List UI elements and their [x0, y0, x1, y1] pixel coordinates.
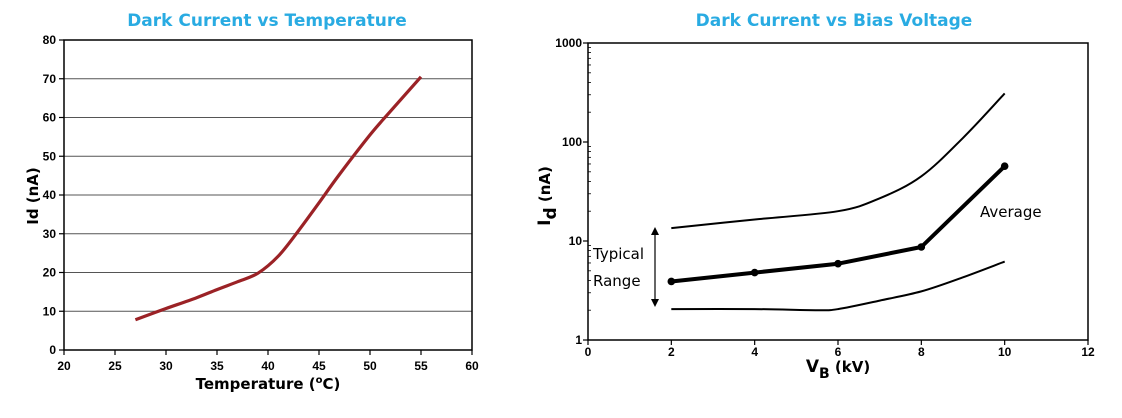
chart2-x-axis-label: VB (kV) — [806, 357, 870, 382]
chart2-ylabel-main: I — [535, 220, 555, 226]
chart2-xlabel-unit: (kV) — [830, 358, 871, 376]
chart2-average-point — [667, 277, 676, 286]
chart1-xlabel-main: Temperature ( — [196, 375, 316, 393]
chart1-y-tick-label: 50 — [43, 149, 57, 163]
chart1-x-tick-label: 50 — [363, 359, 377, 373]
chart1-y-tick-label: 30 — [43, 227, 57, 241]
chart2-y-tick-label: 1000 — [555, 36, 582, 50]
chart2-x-tick-label: 4 — [751, 345, 758, 359]
chart2-average-point — [1000, 162, 1009, 170]
chart1-series — [134, 75, 423, 322]
chart2-x-tick-label: 0 — [585, 345, 592, 359]
chart2-gridlines — [583, 42, 1089, 345]
chart2-xlabel-sub: B — [819, 366, 830, 382]
chart1-x-axis-label: Temperature (oC) — [196, 375, 341, 393]
chart2-x-tick-label: 2 — [668, 345, 675, 359]
chart2-ylabel-sub: d — [541, 207, 561, 219]
temperature-chart: Dark Current vs Temperature 0 10 20 30 40 50 6… — [24, 11, 479, 393]
chart1-x-tick-label: 35 — [210, 359, 224, 373]
chart1-x-tick-label: 40 — [261, 359, 275, 373]
range-arrow-up-head — [651, 227, 659, 235]
chart1-xlabel-degree: o — [316, 375, 323, 386]
chart1-y-tick-label: 70 — [43, 72, 57, 86]
chart2-y-tick-labels: 1 10 100 1000 — [555, 36, 582, 347]
chart2-x-tick-label: 6 — [835, 345, 842, 359]
chart1-x-tick-label: 20 — [57, 359, 71, 373]
chart2-y-tick-label: 100 — [562, 135, 582, 149]
chart1-x-tick-label: 60 — [465, 359, 479, 373]
chart2-x-tick-label: 12 — [1081, 345, 1095, 359]
chart2-average-point — [917, 243, 926, 251]
chart2-range-label-line2: Range — [593, 272, 641, 290]
chart1-y-tick-label: 10 — [43, 304, 57, 318]
chart2-x-tick-label: 10 — [998, 345, 1012, 359]
chart1-y-tick-labels: 0 10 20 30 40 50 60 70 80 — [43, 33, 57, 357]
chart2-plot-frame — [587, 42, 1089, 341]
chart2-title: Dark Current vs Bias Voltage — [696, 11, 973, 31]
chart1-x-tick-label: 25 — [108, 359, 122, 373]
chart2-lower-range-line — [671, 260, 1006, 312]
chart1-y-tick-label: 0 — [49, 343, 56, 357]
chart1-y-tick-label: 80 — [43, 33, 57, 47]
chart1-y-axis-label: Id (nA) — [24, 167, 42, 225]
range-arrow-down-head — [651, 299, 659, 307]
chart1-x-tick-label: 45 — [312, 359, 326, 373]
chart1-title: Dark Current vs Temperature — [127, 11, 407, 31]
chart1-y-tick-label: 20 — [43, 266, 57, 280]
chart1-plot-frame — [63, 39, 473, 351]
chart2-range-label-line1: Typical — [592, 245, 644, 263]
chart1-series-line — [134, 75, 423, 322]
chart2-range-arrow — [651, 227, 659, 307]
chart2-y-tick-label: 10 — [569, 234, 583, 248]
chart2-xlabel-main: V — [806, 357, 820, 377]
chart2-average-label: Average — [980, 203, 1042, 221]
chart2-average-point — [750, 268, 759, 277]
chart2-y-tick-label: 1 — [575, 333, 582, 347]
chart2-ylabel-unit: (nA) — [536, 166, 554, 207]
chart2-upper-range-line — [671, 92, 1006, 230]
chart1-x-tick-label: 30 — [159, 359, 173, 373]
chart1-gridlines — [59, 39, 473, 355]
chart1-xlabel-unit: C) — [322, 375, 340, 393]
chart2-y-axis-label: Id (nA) — [535, 166, 561, 226]
chart2-average-point — [834, 259, 842, 268]
chart1-y-tick-label: 40 — [43, 188, 57, 202]
chart1-x-tick-labels: 20 25 30 35 40 45 50 55 60 — [57, 359, 479, 373]
chart2-x-tick-labels: 0 2 4 6 8 10 12 — [585, 345, 1095, 359]
chart2-x-tick-label: 8 — [918, 345, 925, 359]
bias-voltage-chart: Dark Current vs Bias Voltage 1101001000 … — [535, 11, 1095, 382]
chart1-x-tick-label: 55 — [414, 359, 428, 373]
chart2-series — [667, 92, 1009, 312]
chart1-y-tick-label: 60 — [43, 111, 57, 125]
